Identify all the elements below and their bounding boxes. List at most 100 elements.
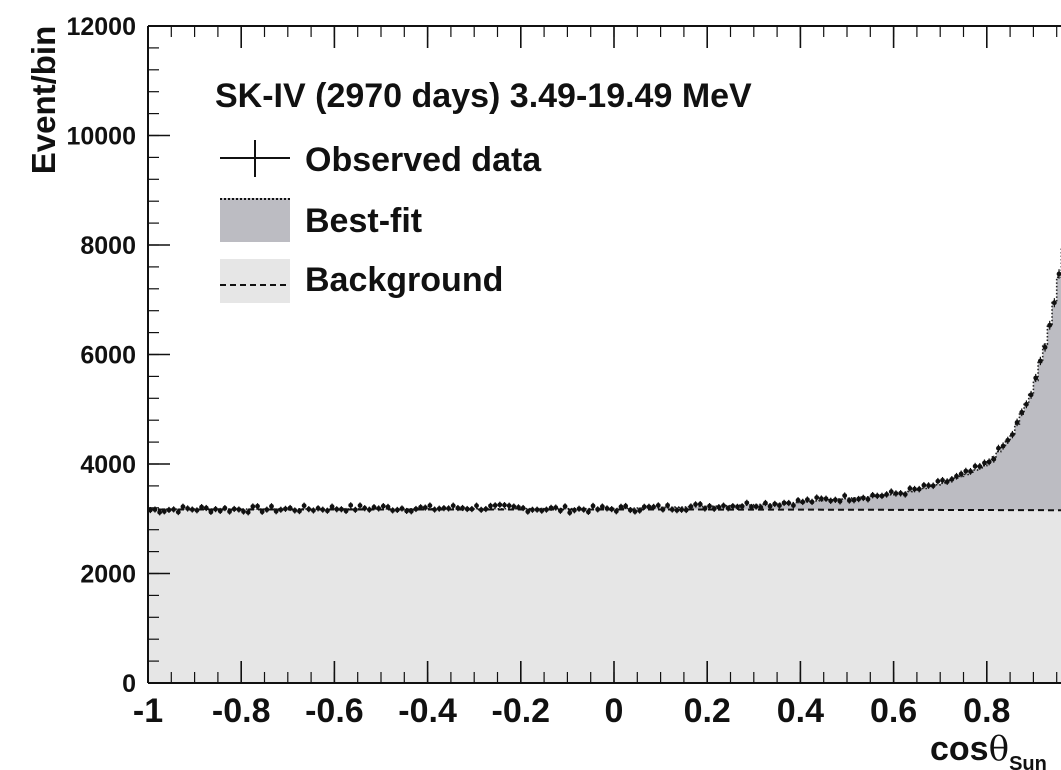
data-point [949,476,955,482]
data-point [213,506,218,512]
data-point [371,504,377,510]
data-point [613,508,619,514]
data-point [581,507,587,513]
y-tick-label: 0 [122,670,136,698]
x-tick-label: -0.2 [492,692,551,730]
data-point [385,504,391,510]
data-point [427,503,433,508]
x-tick-label: 0.4 [777,692,824,730]
data-point [898,490,903,496]
data-point [599,504,605,509]
data-point [329,504,335,509]
data-point [1056,271,1061,277]
data-point [562,503,568,509]
data-point [530,507,535,513]
data-point [432,507,437,512]
data-point [297,508,302,514]
data-point [777,503,782,508]
data-point [926,483,931,488]
data-point [837,498,843,504]
data-point [632,509,638,514]
data-point [250,504,256,509]
data-point [558,508,563,514]
plot-area [147,247,1061,683]
data-point [217,508,223,514]
data-point [1024,401,1029,407]
data-point [273,508,279,514]
data-point [795,497,801,503]
data-point [571,507,577,513]
data-point [1005,437,1011,443]
data-point [1033,375,1039,381]
data-point [725,505,731,511]
data-point [362,505,368,511]
x-tick-labels: -1-0.8-0.6-0.4-0.200.20.40.60.81 [133,692,1011,730]
data-point [1047,322,1053,328]
data-point [241,509,246,514]
data-point [469,506,475,512]
data-point [828,498,834,504]
data-point [259,509,265,515]
data-point [292,508,298,513]
data-point [739,503,745,509]
data-point [944,479,950,485]
data-point [912,486,917,492]
bestfit-line [148,247,1061,510]
data-point [669,507,675,512]
data-point [907,486,913,491]
y-tick-label: 10000 [66,123,136,151]
x-tick-label: 0 [605,692,624,730]
data-point [590,503,596,509]
data-point [609,506,615,512]
data-point [525,509,531,515]
data-point [376,506,382,511]
y-tick-label: 12000 [66,13,136,41]
data-point [1037,358,1043,364]
data-point [618,504,624,510]
data-point [804,497,810,503]
data-point [366,507,372,513]
data-point [157,509,163,515]
x-axis-label-subscript: Sun [1009,753,1047,770]
data-point [325,508,330,514]
data-point [660,507,666,512]
data-point [483,506,489,512]
data-point [380,503,386,509]
data-point [315,505,321,511]
data-point [865,496,871,502]
data-point [688,504,694,509]
data-point [497,502,503,508]
data-point [544,507,549,513]
x-tick-label: -0.6 [305,692,364,730]
data-point [651,504,657,510]
data-point [311,508,316,513]
data-point [679,507,684,513]
observed-data-points [147,269,1061,516]
y-tick-labels: 0 2000 4000 6000 8000 10000 12000 [66,13,136,698]
data-point [227,509,232,514]
data-point [623,503,629,509]
data-point [301,503,307,509]
data-point [655,503,661,508]
y-tick-label: 8000 [80,232,136,260]
data-point [604,506,610,511]
x-tick-label: -0.4 [398,692,457,730]
x-axis-label: cosθSun [930,729,1047,770]
data-point [683,507,689,513]
data-point [800,499,806,505]
data-point [851,497,857,503]
data-point [888,489,894,495]
data-point [436,506,442,512]
x-axis-label-cos: cos [930,730,989,768]
data-point [846,498,852,503]
legend-swatch-background [220,259,290,303]
data-point [702,506,708,511]
x-tick-label: 0.2 [684,692,731,730]
data-point [1019,409,1025,415]
data-point [283,506,288,512]
data-point [646,504,652,510]
data-point [958,471,964,477]
data-point [352,507,358,513]
data-point [255,503,260,509]
